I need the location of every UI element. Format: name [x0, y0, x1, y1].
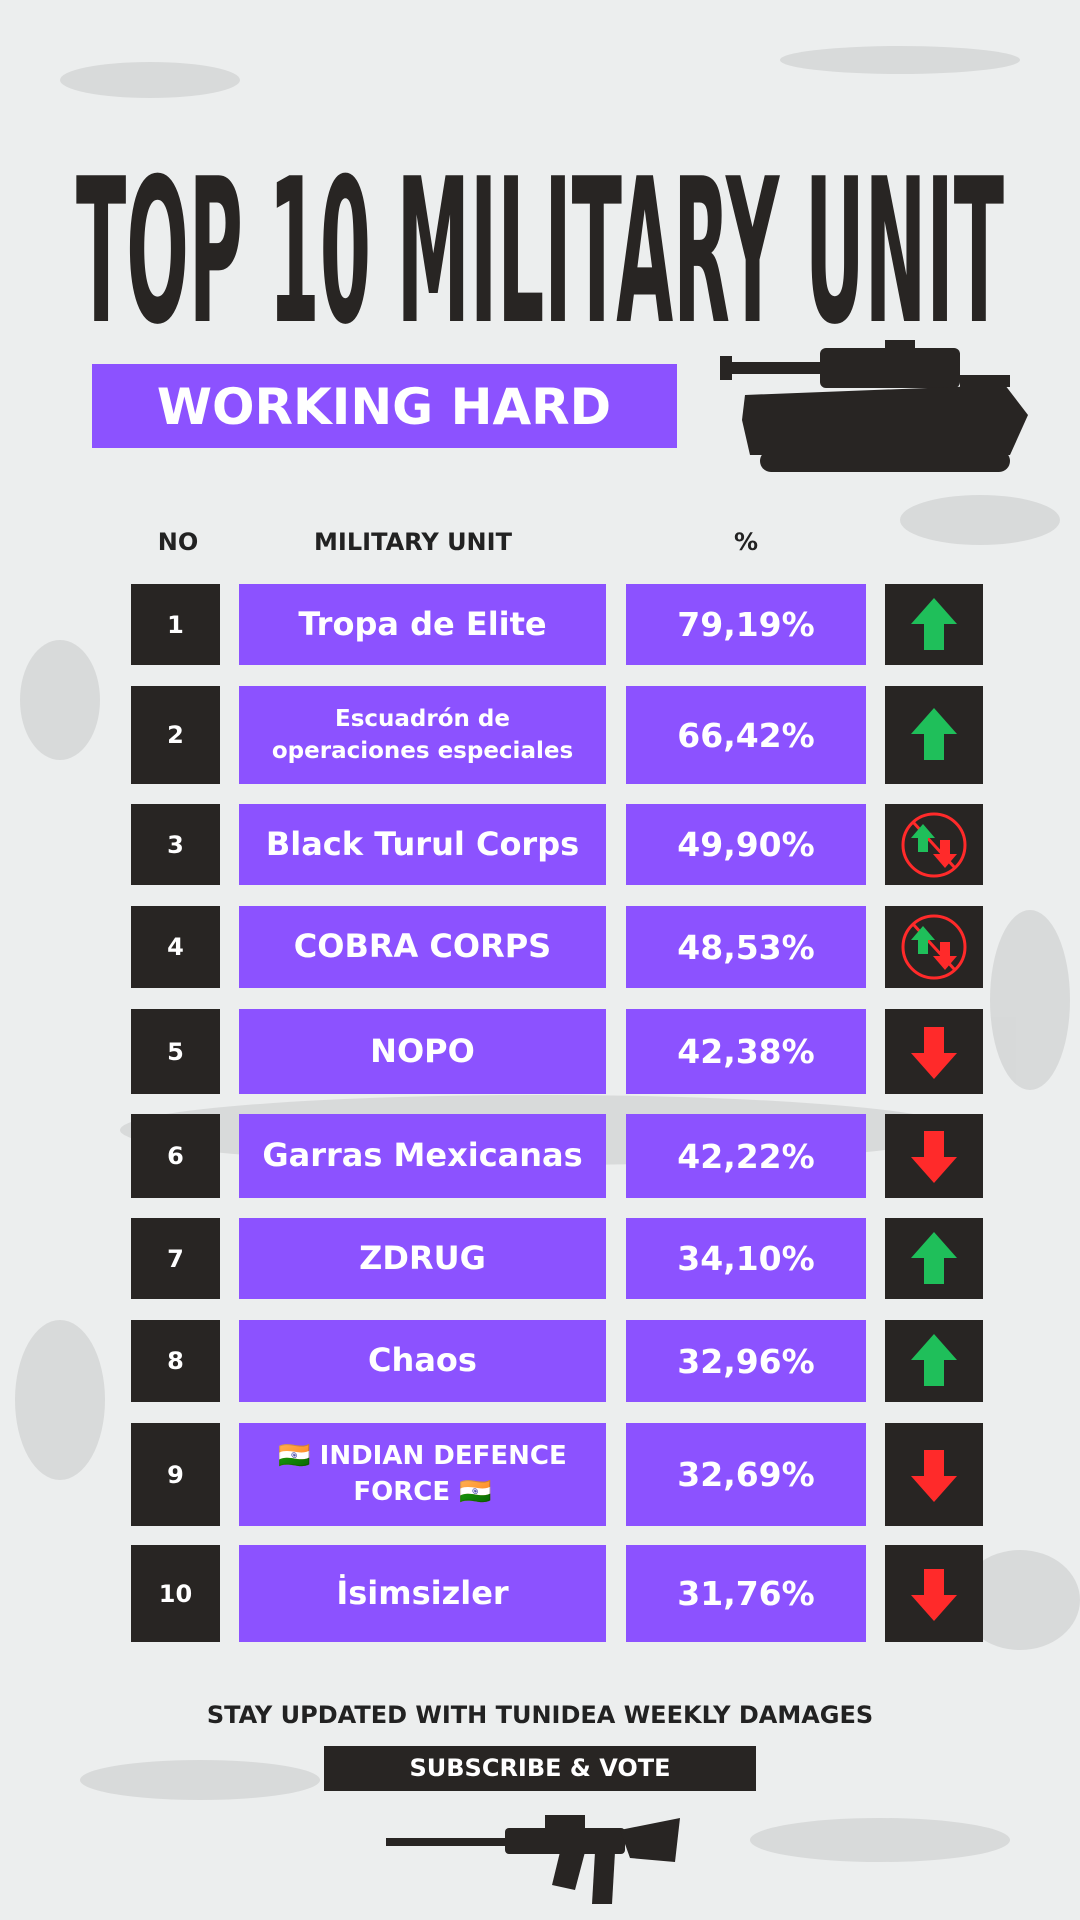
- trend-icon: [911, 1334, 957, 1386]
- footer-text: STAY UPDATED WITH TUNIDEA WEEKLY DAMAGES: [207, 1701, 873, 1729]
- name-cell: Tropa de Elite: [239, 584, 606, 665]
- trend-icon: [911, 1449, 957, 1502]
- icon-cell: [885, 584, 983, 665]
- pct-cell: 66,42%: [626, 686, 866, 784]
- subscribe-button[interactable]: [324, 1746, 756, 1791]
- name-cell: Chaos: [239, 1320, 606, 1402]
- no-cell: 5: [131, 1009, 220, 1094]
- icon-cell: [885, 1320, 983, 1402]
- pct-cell: 48,53%: [626, 906, 866, 988]
- rifle-icon: [386, 1815, 680, 1904]
- trend-icon: [911, 1568, 957, 1621]
- name small-cell: Escuadrón de operaciones especiales: [239, 686, 606, 784]
- column-header: MILITARY UNIT: [314, 528, 512, 556]
- icon-cell: [885, 686, 983, 784]
- button-label[interactable]: SUBSCRIBE & VOTE: [409, 1754, 670, 1782]
- no-cell: 3: [131, 804, 220, 885]
- name mid-cell: 🇮🇳 INDIAN DEFENCE FORCE 🇮🇳: [239, 1423, 606, 1526]
- icon-cell: [885, 1545, 983, 1642]
- no-cell: 1: [131, 584, 220, 665]
- name-cell: Garras Mexicanas: [239, 1114, 606, 1198]
- no-cell: 9: [131, 1423, 220, 1526]
- trend-icon: [901, 914, 967, 980]
- trend-icon: [911, 1026, 957, 1079]
- subtitle-box: [92, 364, 677, 448]
- title: TOP 10 MILITARY UNIT: [76, 136, 1004, 369]
- no-cell: 2: [131, 686, 220, 784]
- pct-cell: 42,22%: [626, 1114, 866, 1198]
- subtitle: WORKING HARD: [157, 378, 611, 436]
- icon-cell: [885, 1009, 983, 1094]
- icon-cell: [885, 804, 983, 885]
- trend-icon: [901, 812, 967, 877]
- pct-cell: 34,10%: [626, 1218, 866, 1299]
- tank-icon: [720, 340, 1028, 472]
- no-cell: 10: [131, 1545, 220, 1642]
- name-cell: Black Turul Corps: [239, 804, 606, 885]
- pct-cell: 79,19%: [626, 584, 866, 665]
- icon-cell: [885, 1218, 983, 1299]
- no-cell: 7: [131, 1218, 220, 1299]
- pct-cell: 32,96%: [626, 1320, 866, 1402]
- pct-cell: 31,76%: [626, 1545, 866, 1642]
- icon-cell: [885, 1114, 983, 1198]
- pct-cell: 32,69%: [626, 1423, 866, 1526]
- column-header: NO: [157, 528, 199, 556]
- name-cell: İsimsizler: [239, 1545, 606, 1642]
- trend-icon: [911, 708, 957, 760]
- no-cell: 6: [131, 1114, 220, 1198]
- pct-cell: 42,38%: [626, 1009, 866, 1094]
- icon-cell: [885, 1423, 983, 1526]
- pct-cell: 49,90%: [626, 804, 866, 885]
- name-cell: COBRA CORPS: [239, 906, 606, 988]
- no-cell: 8: [131, 1320, 220, 1402]
- trend-icon: [911, 597, 957, 650]
- column-header: %: [733, 528, 759, 556]
- trend-icon: [911, 1231, 957, 1284]
- trend-icon: [911, 1131, 957, 1183]
- name-cell: ZDRUG: [239, 1218, 606, 1299]
- no-cell: 4: [131, 906, 220, 988]
- icon-cell: [885, 906, 983, 988]
- name-cell: NOPO: [239, 1009, 606, 1094]
